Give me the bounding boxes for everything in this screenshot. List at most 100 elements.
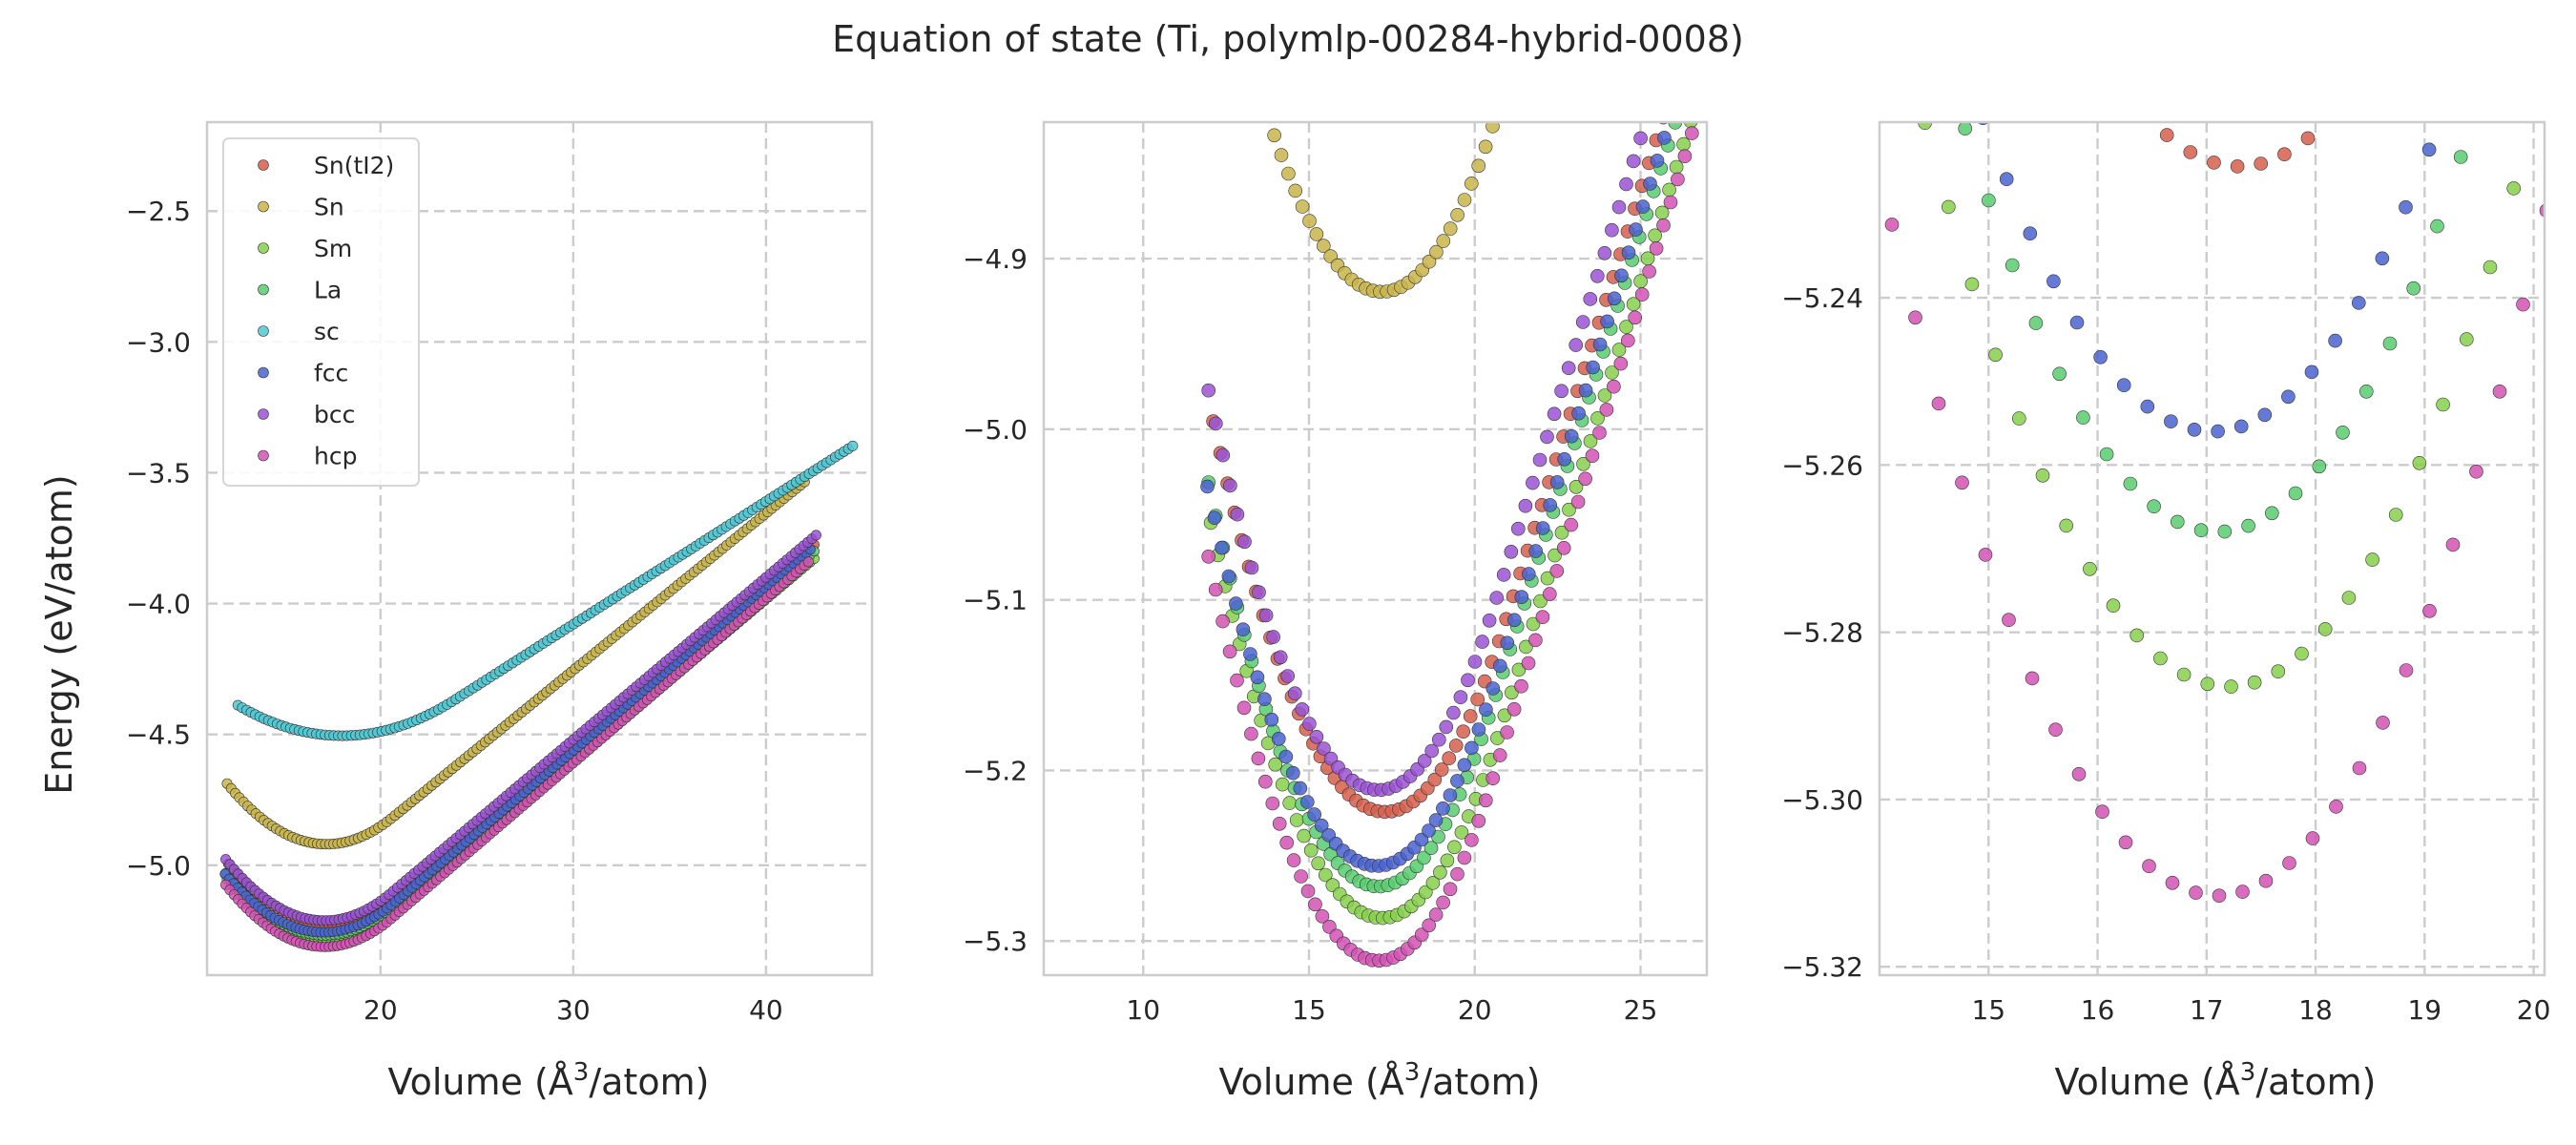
data-point xyxy=(1440,853,1455,868)
data-point xyxy=(2095,804,2109,820)
data-point xyxy=(2089,38,2103,52)
data-point xyxy=(2478,74,2491,88)
data-point xyxy=(2207,156,2221,170)
data-point xyxy=(2453,150,2468,164)
x-label-exp: 3 xyxy=(573,1058,590,1087)
plot-panel-full: 20 30 40−5.0−4.5−4.0−3.5−3.0−2.5Sn(tI2)SnS… xyxy=(126,120,874,1026)
data-point xyxy=(1692,92,1705,105)
data-point xyxy=(2254,156,2268,171)
data-point xyxy=(1586,360,1600,375)
data-point xyxy=(1429,244,1444,260)
data-point xyxy=(1511,662,1527,677)
data-point xyxy=(1621,245,1636,260)
data-point xyxy=(1267,128,1281,143)
data-point xyxy=(1443,221,1458,236)
data-point xyxy=(2265,506,2279,521)
data-point xyxy=(1649,86,1662,99)
data-point xyxy=(1543,587,1557,601)
data-point xyxy=(2093,349,2108,364)
data-point xyxy=(2153,651,2168,666)
data-point xyxy=(1454,825,1469,840)
x-label-exp: 3 xyxy=(2240,1058,2256,1087)
data-point xyxy=(1506,701,1522,717)
data-point xyxy=(1288,686,1302,701)
data-point xyxy=(2406,281,2420,296)
data-point xyxy=(1585,448,1600,464)
data-point xyxy=(1655,63,1669,76)
data-point xyxy=(2076,410,2090,425)
data-point xyxy=(1514,590,1529,605)
data-point xyxy=(1607,291,1622,306)
data-point xyxy=(1590,268,1605,283)
data-point xyxy=(1592,337,1608,352)
data-point xyxy=(1471,158,1485,174)
data-point xyxy=(1634,287,1650,302)
data-point xyxy=(2071,766,2087,781)
data-point xyxy=(1679,62,1693,75)
data-point xyxy=(2328,333,2342,348)
data-point xyxy=(2372,44,2385,57)
data-point xyxy=(1931,396,1946,411)
data-point xyxy=(1656,218,1671,233)
data-point xyxy=(2304,364,2319,380)
legend-marker xyxy=(258,200,269,213)
data-point xyxy=(1583,434,1598,448)
data-point xyxy=(1549,564,1565,578)
legend-marker xyxy=(258,366,269,379)
x-tick-label: 15 xyxy=(1971,994,2005,1026)
series-fcc xyxy=(1977,78,2460,439)
data-point xyxy=(1422,823,1436,838)
data-point xyxy=(1862,118,1876,132)
tick-labels: 20 30 40 −5.0 −4.5 −4.0 −3.5 −3.0 −2.5 xyxy=(126,196,783,1026)
data-point xyxy=(1479,702,1493,718)
tick-labels: 15 16 17 18 19 20 −5.32 −5.30 −5.28 −5.26 −5.24 xyxy=(1781,282,2550,1026)
data-point xyxy=(2257,407,2273,423)
data-point xyxy=(1302,214,1317,228)
data-point xyxy=(1293,781,1308,796)
data-point xyxy=(2230,159,2245,174)
data-point xyxy=(1315,908,1330,924)
legend: Sn(tI2) Sn Sm La sc fcc bcc hcp xyxy=(222,137,420,487)
data-point xyxy=(2375,251,2390,266)
data-point xyxy=(1422,254,1437,269)
data-point xyxy=(2267,32,2280,46)
data-point xyxy=(1575,315,1590,329)
data-point xyxy=(2446,78,2460,92)
y-tick-label: −4.9 xyxy=(963,243,1028,275)
data-point xyxy=(1252,585,1266,600)
data-point xyxy=(1669,159,1684,175)
legend-item: fcc xyxy=(258,360,348,387)
data-point xyxy=(1309,729,1324,744)
data-point xyxy=(1533,593,1548,609)
data-point xyxy=(2300,131,2316,146)
data-point xyxy=(1428,907,1444,922)
data-point xyxy=(2212,888,2227,904)
data-point xyxy=(1425,876,1441,890)
data-point xyxy=(2305,831,2320,845)
data-point xyxy=(2291,12,2304,26)
series-hcp xyxy=(220,556,814,952)
x-tick-label: 25 xyxy=(1624,994,1658,1026)
data-point xyxy=(1839,11,1852,25)
data-point xyxy=(1590,411,1605,426)
series-sn xyxy=(1267,76,1513,300)
data-point xyxy=(1592,426,1607,440)
data-point xyxy=(1317,239,1331,254)
data-point xyxy=(1547,406,1562,422)
data-point xyxy=(1419,885,1433,900)
data-point xyxy=(1535,610,1550,625)
data-point xyxy=(1540,429,1554,445)
data-point xyxy=(1475,635,1489,649)
data-point xyxy=(1500,76,1513,90)
y-tick-label: −2.5 xyxy=(126,196,191,227)
data-point xyxy=(1532,452,1548,468)
legend-item: Sm xyxy=(258,235,352,262)
data-point xyxy=(802,556,814,568)
data-point xyxy=(1436,801,1450,816)
data-point xyxy=(2460,332,2474,346)
legend-item: Sn xyxy=(258,194,344,221)
data-point xyxy=(1663,195,1678,210)
data-point xyxy=(2317,622,2333,636)
data-point xyxy=(2028,316,2044,330)
